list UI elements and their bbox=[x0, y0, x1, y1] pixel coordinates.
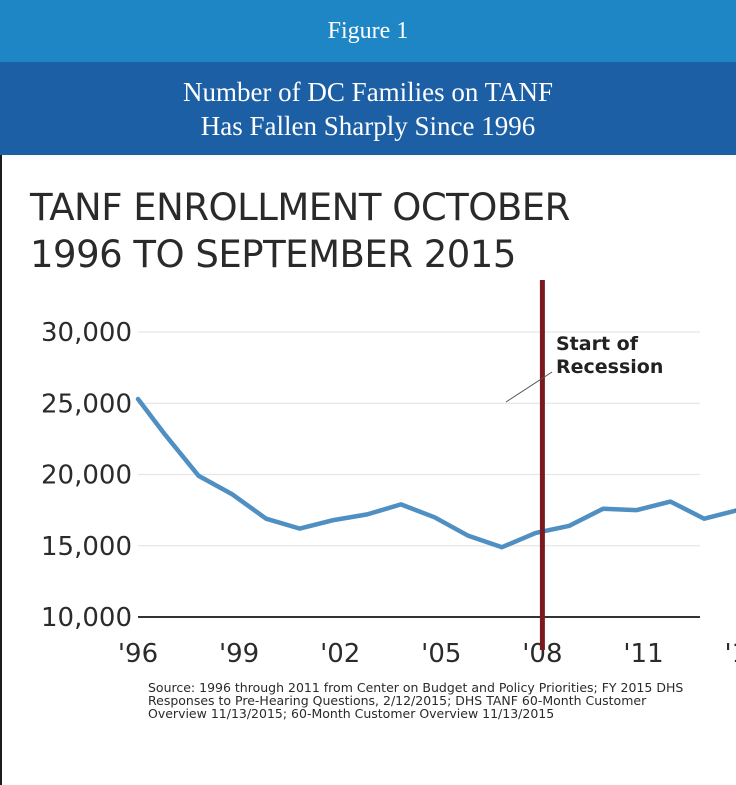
figure-label-bar: Figure 1 bbox=[0, 0, 736, 62]
series-lines bbox=[135, 396, 736, 550]
x-tick-label: '11 bbox=[623, 639, 663, 669]
series-line-blue bbox=[135, 396, 736, 550]
figure-title-line2: Has Fallen Sharply Since 1996 bbox=[200, 110, 536, 141]
y-axis-ticks: 10,000 15,000 20,000 25,000 30,000 bbox=[41, 318, 132, 633]
x-tick-label: '99 bbox=[219, 639, 259, 669]
x-tick-label: '02 bbox=[320, 639, 360, 669]
y-tick-label: 15,000 bbox=[41, 532, 132, 562]
x-tick-label: '05 bbox=[421, 639, 461, 669]
grid-lines bbox=[138, 331, 700, 618]
y-tick-label: 20,000 bbox=[41, 461, 132, 491]
annotation-label-line1: Start of bbox=[556, 333, 639, 355]
figure-title-line1: Number of DC Families on TANF bbox=[182, 76, 554, 107]
annotation-label-line2: Recession bbox=[556, 356, 663, 378]
source-note: Source: 1996 through 2011 from Center on… bbox=[148, 680, 684, 721]
y-tick-label: 25,000 bbox=[41, 389, 132, 419]
chart-title-line1: TANF ENROLLMENT OCTOBER bbox=[30, 186, 570, 229]
annotation-leader-line bbox=[505, 371, 553, 403]
left-border-rule bbox=[0, 155, 2, 785]
chart-title-line2: 1996 TO SEPTEMBER 2015 bbox=[30, 233, 516, 276]
x-axis-ticks: '96'99'02'05'08'11'14'15 bbox=[118, 639, 736, 669]
y-tick-label: 30,000 bbox=[41, 318, 132, 348]
x-tick-label: '14 bbox=[724, 639, 736, 669]
x-tick-label: '96 bbox=[118, 639, 158, 669]
figure-label: Figure 1 bbox=[327, 17, 409, 44]
y-tick-label: 10,000 bbox=[41, 603, 132, 633]
chart-title: TANF ENROLLMENT OCTOBER 1996 TO SEPTEMBE… bbox=[30, 184, 710, 278]
figure-title-bar: Number of DC Families on TANF Has Fallen… bbox=[0, 62, 736, 155]
